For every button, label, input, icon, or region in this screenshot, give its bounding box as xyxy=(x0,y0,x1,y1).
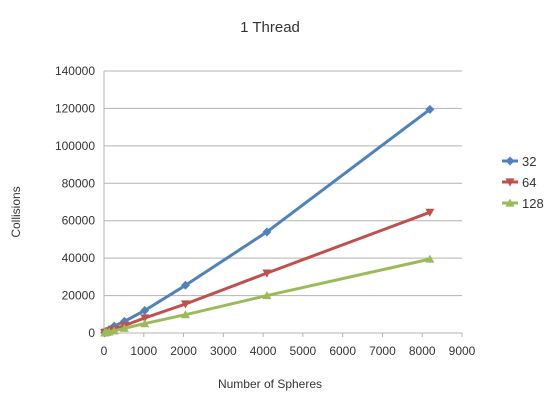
y-tick-label: 20000 xyxy=(62,289,96,303)
x-axis-title: Number of Spheres xyxy=(218,377,322,391)
series-group xyxy=(100,104,435,338)
x-tick-label: 8000 xyxy=(409,344,436,358)
data-point xyxy=(119,323,129,332)
gridlines xyxy=(104,70,462,334)
series-128 xyxy=(100,254,435,337)
chart-title: 1 Thread xyxy=(240,19,300,36)
x-tick-label: 2000 xyxy=(170,344,197,358)
legend-label: 128 xyxy=(522,196,544,211)
x-tick-label: 0 xyxy=(101,344,108,358)
legend-marker xyxy=(505,156,515,166)
x-tick-label: 5000 xyxy=(290,344,317,358)
legend-item: 64 xyxy=(502,175,536,190)
legend-label: 32 xyxy=(522,154,536,169)
legend: 32 64 128 xyxy=(502,154,544,211)
y-tick-label: 120000 xyxy=(55,101,95,115)
data-point xyxy=(262,291,272,300)
axes xyxy=(103,71,462,334)
y-tick-labels: 0 20000 40000 60000 80000 100000 120000 140000 xyxy=(55,64,95,340)
legend-label: 64 xyxy=(522,175,536,190)
data-point xyxy=(140,314,150,323)
x-tick-label: 6000 xyxy=(329,344,356,358)
data-point xyxy=(109,326,119,335)
x-tick-labels: 0 1000 2000 3000 4000 5000 6000 7000 8000 9000 xyxy=(101,333,476,358)
data-point xyxy=(425,104,435,114)
data-point xyxy=(262,269,272,278)
legend-item: 128 xyxy=(502,196,544,211)
x-tick-label: 9000 xyxy=(449,344,476,358)
x-tick-label: 7000 xyxy=(369,344,396,358)
legend-item: 32 xyxy=(502,154,536,169)
data-point xyxy=(180,300,190,309)
y-axis-title: Collisions xyxy=(9,186,23,237)
x-tick-label: 1000 xyxy=(130,344,157,358)
data-point xyxy=(140,319,150,328)
y-tick-label: 140000 xyxy=(55,64,95,78)
y-tick-label: 80000 xyxy=(62,176,96,190)
data-point xyxy=(140,306,150,316)
x-tick-label: 4000 xyxy=(250,344,277,358)
y-tick-label: 100000 xyxy=(55,139,95,153)
x-tick-label: 3000 xyxy=(210,344,237,358)
data-point xyxy=(262,227,272,237)
y-tick-label: 40000 xyxy=(62,251,96,265)
data-point xyxy=(425,208,435,217)
data-point xyxy=(180,310,190,319)
legend-marker xyxy=(505,178,515,187)
legend-marker xyxy=(505,198,515,207)
data-point xyxy=(180,280,190,290)
y-tick-label: 0 xyxy=(88,326,95,340)
data-point xyxy=(425,254,435,263)
y-tick-label: 60000 xyxy=(62,214,96,228)
